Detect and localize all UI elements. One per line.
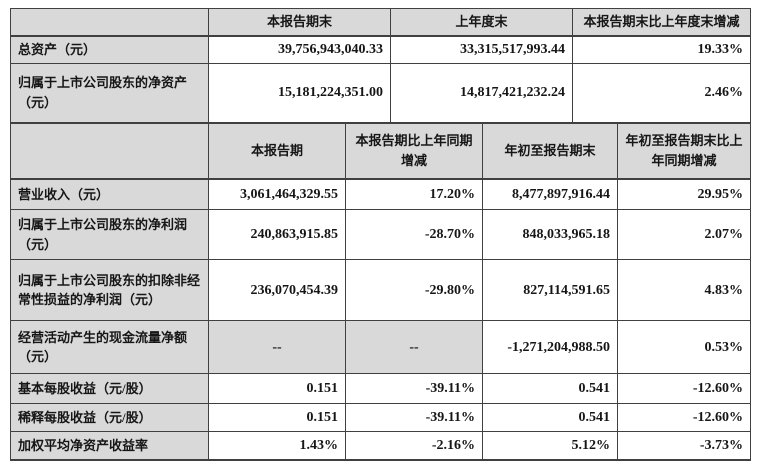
period-end-table: 本报告期末 上年度末 本报告期末比上年度末增减 总资产（元） 39,756,943,04… [10,8,751,124]
financial-summary: 本报告期末 上年度末 本报告期末比上年度末增减 总资产（元） 39,756,943,04… [10,8,751,461]
column-header: 年初至报告期末 [482,123,618,180]
value-cell: 14,817,421,232.24 [390,63,573,124]
value-cell: 0.151 [208,403,346,432]
row-label: 归属于上市公司股东的净资产 （元） [10,63,209,124]
value-cell: -2.16% [345,431,483,461]
corner-cell [10,8,209,37]
value-cell: 0.541 [482,403,618,432]
table-row: 总资产（元） 39,756,943,040.33 33,315,517,993.44… [10,35,751,64]
value-cell: 2.07% [617,209,751,260]
value-cell: 0.53% [617,320,751,374]
reporting-period-table: 本报告期 本报告期比上年同期 增减 年初至报告期末 年初至报告期末比上 年同期增减 营业… [10,123,751,461]
table-row: 加权平均净资产收益率 1.43% -2.16% 5.12% -3.73% [10,431,751,461]
table-row: 归属于上市公司股东的扣除非经 常性损益的净利润（元） 236,070,454.39… [10,259,751,321]
row-label: 稀释每股收益（元/股） [10,403,209,432]
table-row: 基本每股收益（元/股） 0.151 -39.11% 0.541 -12.60% [10,373,751,404]
row-label: 营业收入（元） [10,178,209,210]
value-cell: 236,070,454.39 [208,259,346,321]
column-header: 本报告期比上年同期 增减 [345,123,483,180]
table-row: 归属于上市公司股东的净利润 （元） 240,863,915.85 -28.70% 84… [10,209,751,260]
value-cell: -39.11% [345,403,483,432]
row-label: 基本每股收益（元/股） [10,373,209,404]
value-cell: -12.60% [617,403,751,432]
row-label: 归属于上市公司股东的净利润 （元） [10,209,209,260]
table-row: 经营活动产生的现金流量净额 （元） -- -- -1,271,204,988.50 0.… [10,320,751,374]
value-cell: 0.151 [208,373,346,404]
value-cell: 33,315,517,993.44 [390,35,573,64]
value-cell: 1.43% [208,431,346,461]
value-cell: -- [208,320,346,374]
column-header: 年初至报告期末比上 年同期增减 [617,123,751,180]
value-cell: -3.73% [617,431,751,461]
value-cell: 4.83% [617,259,751,321]
table-row: 营业收入（元） 3,061,464,329.55 17.20% 8,477,897,9… [10,178,751,210]
value-cell: 240,863,915.85 [208,209,346,260]
row-label: 归属于上市公司股东的扣除非经 常性损益的净利润（元） [10,259,209,321]
value-cell: -39.11% [345,373,483,404]
value-cell: -- [345,320,483,374]
header-row: 本报告期末 上年度末 本报告期末比上年度末增减 [10,8,751,37]
row-label: 加权平均净资产收益率 [10,431,209,461]
value-cell: 2.46% [572,63,751,124]
table-row: 归属于上市公司股东的净资产 （元） 15,181,224,351.00 14,817… [10,63,751,124]
value-cell: 8,477,897,916.44 [482,178,618,210]
value-cell: 848,033,965.18 [482,209,618,260]
row-label: 总资产（元） [10,35,209,64]
value-cell: -29.80% [345,259,483,321]
value-cell: 29.95% [617,178,751,210]
value-cell: 17.20% [345,178,483,210]
value-cell: -12.60% [617,373,751,404]
value-cell: 15,181,224,351.00 [208,63,391,124]
corner-cell [10,123,209,180]
value-cell: 39,756,943,040.33 [208,35,391,64]
column-header: 本报告期 [208,123,346,180]
value-cell: 0.541 [482,373,618,404]
column-header: 上年度末 [390,8,573,37]
value-cell: 827,114,591.65 [482,259,618,321]
value-cell: 19.33% [572,35,751,64]
column-header: 本报告期末 [208,8,391,37]
row-label: 经营活动产生的现金流量净额 （元） [10,320,209,374]
table-row: 稀释每股收益（元/股） 0.151 -39.11% 0.541 -12.60% [10,403,751,432]
value-cell: 5.12% [482,431,618,461]
column-header: 本报告期末比上年度末增减 [572,8,751,37]
value-cell: -1,271,204,988.50 [482,320,618,374]
value-cell: 3,061,464,329.55 [208,178,346,210]
header-row: 本报告期 本报告期比上年同期 增减 年初至报告期末 年初至报告期末比上 年同期增减 [10,123,751,180]
value-cell: -28.70% [345,209,483,260]
